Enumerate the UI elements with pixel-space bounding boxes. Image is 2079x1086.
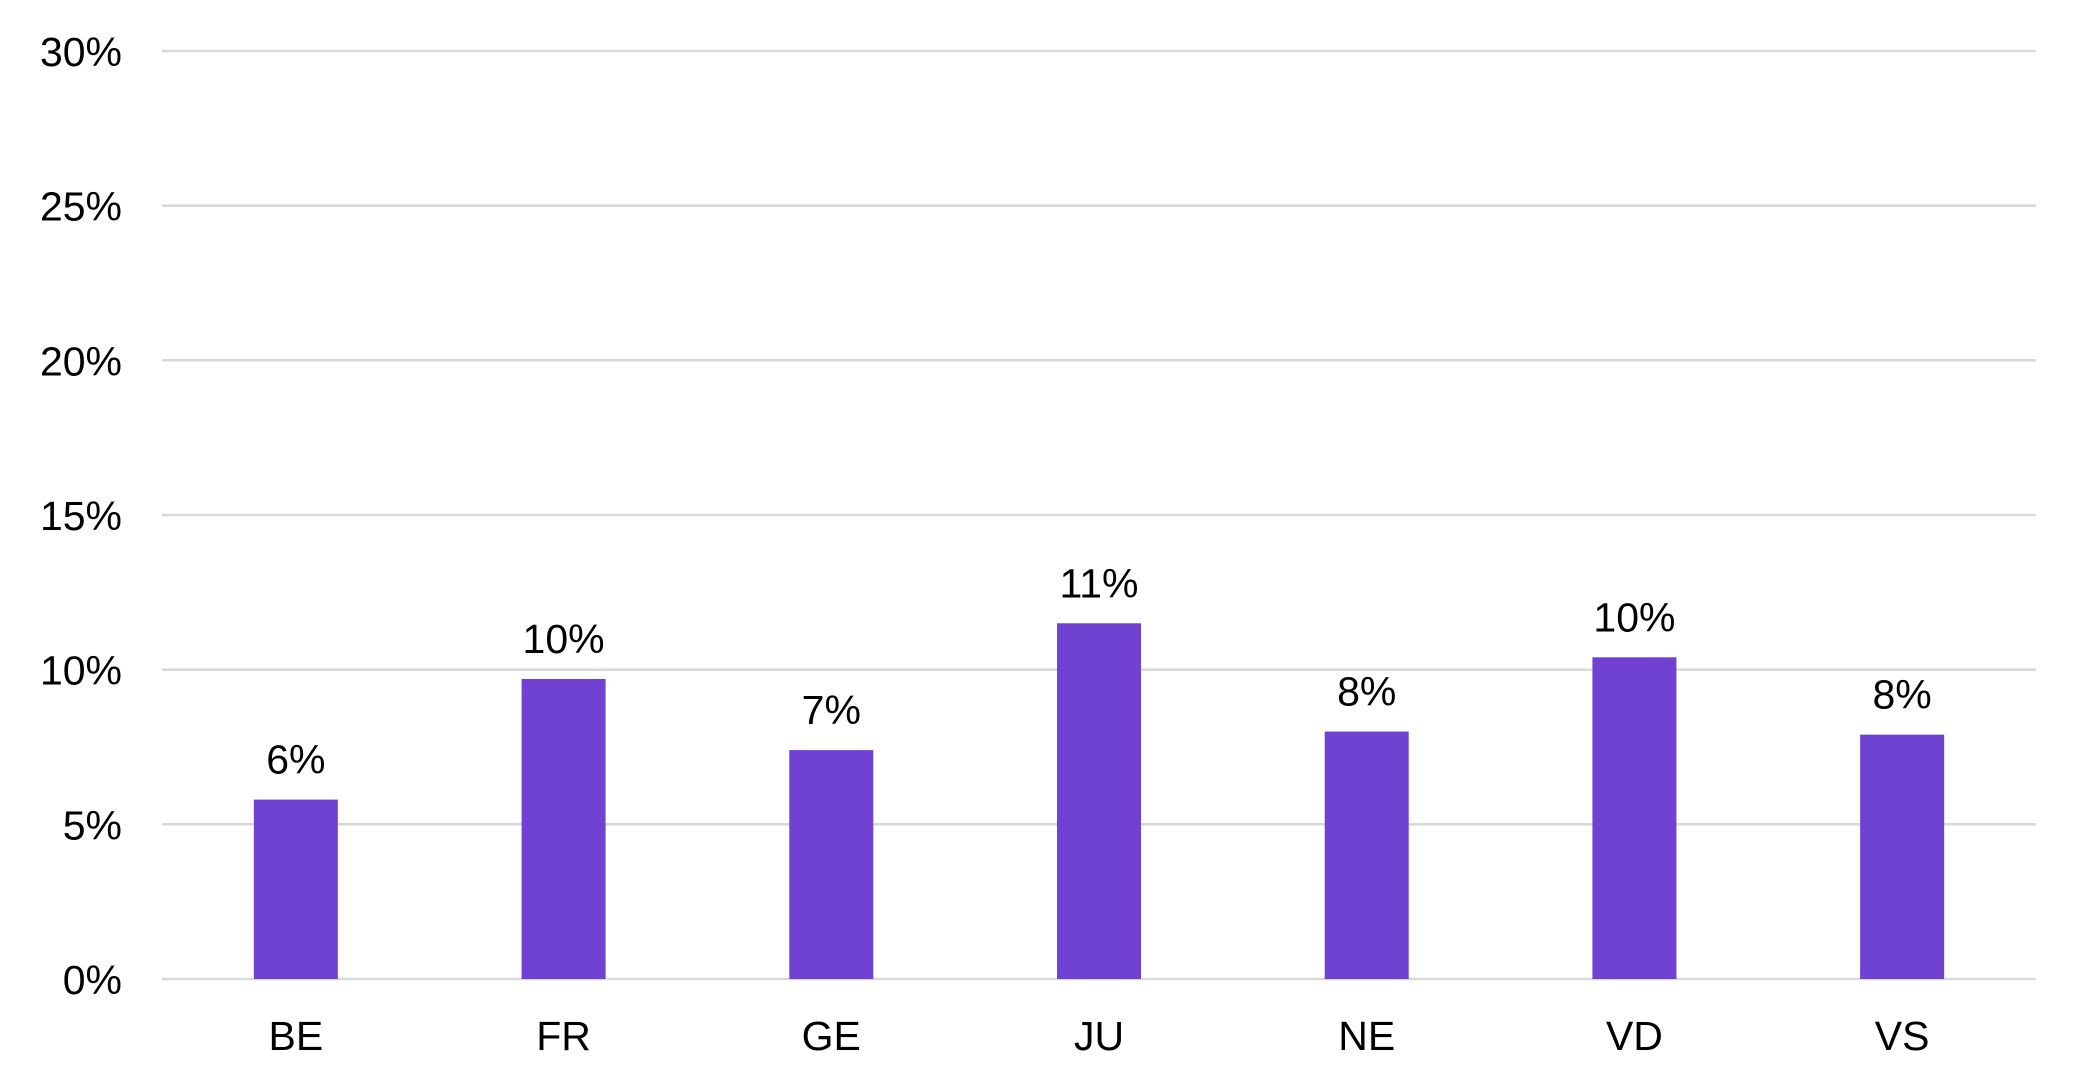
bar-fr bbox=[521, 678, 606, 979]
y-tick-label: 5% bbox=[63, 802, 122, 848]
bar-ne bbox=[1324, 731, 1409, 979]
bar-ju bbox=[1057, 623, 1141, 979]
data-label-ne: 8% bbox=[1337, 669, 1396, 715]
y-tick-label: 20% bbox=[40, 338, 122, 384]
x-tick-label-vd: VD bbox=[1606, 1013, 1663, 1059]
data-labels: 6% 10% 7% 11% 8% 10% 8% bbox=[266, 560, 1932, 782]
x-tick-label-ju: JU bbox=[1074, 1013, 1124, 1059]
x-tick-label-fr: FR bbox=[536, 1013, 591, 1059]
y-tick-label: 25% bbox=[40, 184, 122, 230]
data-label-fr: 10% bbox=[523, 616, 605, 662]
data-label-ju: 11% bbox=[1059, 560, 1138, 606]
y-tick-label: 30% bbox=[40, 29, 122, 75]
data-label-be: 6% bbox=[266, 737, 325, 783]
x-tick-label-ne: NE bbox=[1338, 1013, 1395, 1059]
x-tick-label-be: BE bbox=[269, 1013, 324, 1059]
data-label-vs: 8% bbox=[1873, 672, 1932, 718]
x-tick-label-ge: GE bbox=[802, 1013, 861, 1059]
bar-ge bbox=[789, 750, 874, 979]
x-axis-category-labels: BE FR GE JU NE VD VS bbox=[269, 1013, 1930, 1059]
x-tick-label-vs: VS bbox=[1875, 1013, 1930, 1059]
y-tick-label: 10% bbox=[40, 648, 122, 694]
bars bbox=[253, 623, 1945, 979]
y-axis-tick-labels: 0% 5% 10% 15% 20% 25% 30% bbox=[40, 29, 122, 1003]
y-tick-label: 0% bbox=[63, 957, 122, 1003]
data-label-vd: 10% bbox=[1593, 594, 1675, 640]
bar-vd bbox=[1592, 657, 1677, 979]
bar-be bbox=[253, 799, 338, 979]
bar-vs bbox=[1860, 734, 1945, 979]
y-tick-label: 15% bbox=[40, 493, 122, 539]
data-label-ge: 7% bbox=[802, 687, 861, 733]
